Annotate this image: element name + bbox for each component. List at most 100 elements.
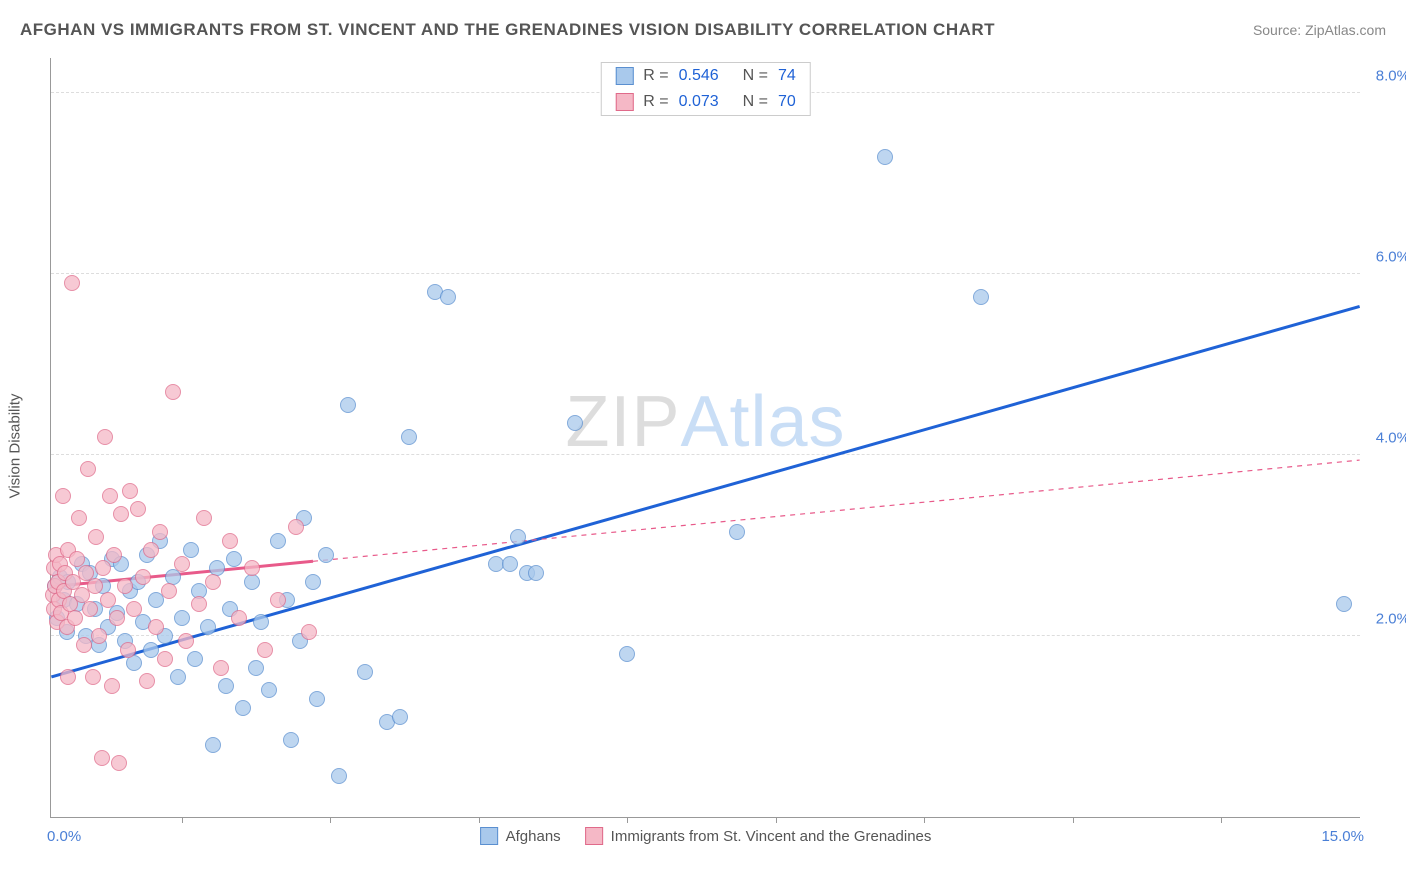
data-point-svg_immigrants <box>130 501 146 517</box>
data-point-afghans <box>235 700 251 716</box>
data-point-afghans <box>253 614 269 630</box>
legend-top-row-afghans: R =0.546N =74 <box>601 63 809 89</box>
data-point-svg_immigrants <box>139 673 155 689</box>
legend-bottom-item-afghans: Afghans <box>480 827 561 845</box>
watermark: ZIPAtlas <box>565 381 845 463</box>
data-point-svg_immigrants <box>152 524 168 540</box>
watermark-atlas: Atlas <box>680 382 845 462</box>
legend-n-value: 70 <box>778 93 796 111</box>
data-point-svg_immigrants <box>95 560 111 576</box>
legend-swatch-icon <box>585 827 603 845</box>
y-tick-label: 8.0% <box>1365 68 1406 85</box>
data-point-afghans <box>973 289 989 305</box>
legend-r-label: R = <box>643 93 668 111</box>
data-point-svg_immigrants <box>122 483 138 499</box>
data-point-afghans <box>528 565 544 581</box>
data-point-afghans <box>567 415 583 431</box>
data-point-svg_immigrants <box>270 592 286 608</box>
data-point-afghans <box>877 149 893 165</box>
data-point-svg_immigrants <box>113 506 129 522</box>
data-point-svg_immigrants <box>165 384 181 400</box>
data-point-svg_immigrants <box>120 642 136 658</box>
data-point-svg_immigrants <box>288 519 304 535</box>
data-point-svg_immigrants <box>174 556 190 572</box>
chart-header: AFGHAN VS IMMIGRANTS FROM ST. VINCENT AN… <box>20 20 1386 40</box>
data-point-afghans <box>331 768 347 784</box>
legend-series-label: Afghans <box>506 828 561 845</box>
data-point-svg_immigrants <box>88 529 104 545</box>
data-point-svg_immigrants <box>85 669 101 685</box>
data-point-svg_immigrants <box>67 610 83 626</box>
data-point-afghans <box>401 429 417 445</box>
data-point-svg_immigrants <box>231 610 247 626</box>
data-point-svg_immigrants <box>205 574 221 590</box>
legend-n-label: N = <box>743 93 768 111</box>
data-point-afghans <box>1336 596 1352 612</box>
legend-r-label: R = <box>643 67 668 85</box>
data-point-afghans <box>510 529 526 545</box>
x-tick <box>182 817 183 823</box>
data-point-svg_immigrants <box>109 610 125 626</box>
data-point-svg_immigrants <box>157 651 173 667</box>
plot-area: ZIPAtlas 2.0%4.0%6.0%8.0% 0.0% 15.0% R =… <box>50 58 1360 818</box>
data-point-afghans <box>392 709 408 725</box>
data-point-svg_immigrants <box>148 619 164 635</box>
chart-title: AFGHAN VS IMMIGRANTS FROM ST. VINCENT AN… <box>20 20 995 40</box>
legend-top: R =0.546N =74R =0.073N =70 <box>600 62 810 116</box>
data-point-svg_immigrants <box>102 488 118 504</box>
data-point-afghans <box>187 651 203 667</box>
data-point-afghans <box>357 664 373 680</box>
data-point-afghans <box>248 660 264 676</box>
legend-top-row-svg_immigrants: R = 0.073 N = 70 <box>601 89 809 115</box>
x-tick <box>330 817 331 823</box>
data-point-svg_immigrants <box>80 461 96 477</box>
data-point-svg_immigrants <box>196 510 212 526</box>
x-tick <box>776 817 777 823</box>
data-point-afghans <box>170 669 186 685</box>
legend-series-label: Immigrants from St. Vincent and the Gren… <box>611 828 932 845</box>
data-point-svg_immigrants <box>117 578 133 594</box>
data-point-svg_immigrants <box>106 547 122 563</box>
gridline <box>51 635 1360 636</box>
data-point-afghans <box>205 737 221 753</box>
data-point-afghans <box>261 682 277 698</box>
data-point-afghans <box>619 646 635 662</box>
x-tick <box>924 817 925 823</box>
y-tick-label: 2.0% <box>1365 611 1406 628</box>
x-tick <box>1073 817 1074 823</box>
chart-source: Source: ZipAtlas.com <box>1253 22 1386 38</box>
data-point-afghans <box>440 289 456 305</box>
data-point-svg_immigrants <box>71 510 87 526</box>
data-point-svg_immigrants <box>64 275 80 291</box>
data-point-afghans <box>305 574 321 590</box>
data-point-afghans <box>309 691 325 707</box>
data-point-svg_immigrants <box>161 583 177 599</box>
x-max-label: 15.0% <box>1321 828 1364 845</box>
data-point-svg_immigrants <box>104 678 120 694</box>
data-point-afghans <box>340 397 356 413</box>
data-point-afghans <box>270 533 286 549</box>
data-point-svg_immigrants <box>222 533 238 549</box>
data-point-afghans <box>729 524 745 540</box>
legend-bottom-item-svg_immigrants: Immigrants from St. Vincent and the Gren… <box>585 827 932 845</box>
legend-swatch-icon <box>480 827 498 845</box>
data-point-svg_immigrants <box>135 569 151 585</box>
data-point-afghans <box>226 551 242 567</box>
gridline <box>51 454 1360 455</box>
legend-n-label: N = <box>743 67 768 85</box>
legend-n-value: 74 <box>778 67 796 85</box>
legend-swatch-icon <box>615 93 633 111</box>
data-point-svg_immigrants <box>143 542 159 558</box>
data-point-afghans <box>200 619 216 635</box>
data-point-svg_immigrants <box>82 601 98 617</box>
data-point-svg_immigrants <box>213 660 229 676</box>
data-point-afghans <box>218 678 234 694</box>
data-point-svg_immigrants <box>94 750 110 766</box>
data-point-afghans <box>174 610 190 626</box>
data-point-afghans <box>502 556 518 572</box>
legend-swatch-icon <box>615 67 633 85</box>
legend-r-value: 0.073 <box>679 93 733 111</box>
trendline-dashed-svg_immigrants <box>313 460 1360 561</box>
data-point-svg_immigrants <box>301 624 317 640</box>
data-point-afghans <box>283 732 299 748</box>
